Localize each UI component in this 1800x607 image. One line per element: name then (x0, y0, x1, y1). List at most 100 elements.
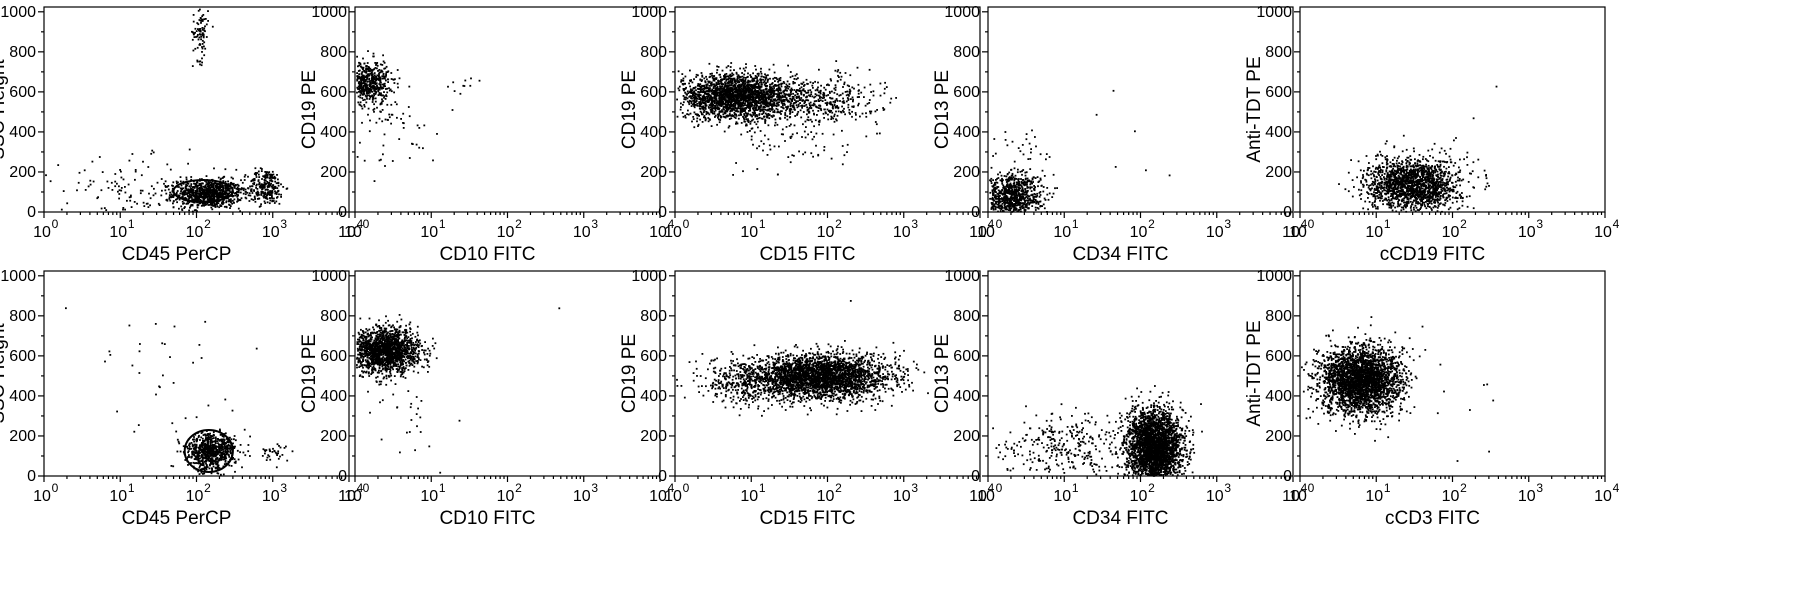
event-dot (384, 95, 386, 97)
event-dot (196, 36, 198, 38)
event-dot (787, 119, 789, 121)
event-dot (223, 176, 225, 178)
event-dot (726, 82, 728, 84)
event-dot (469, 85, 471, 87)
event-dot (173, 207, 175, 209)
event-dot (720, 101, 722, 103)
event-dot (268, 185, 270, 187)
event-dot (733, 69, 735, 71)
event-dot (454, 90, 456, 92)
event-dot (211, 186, 213, 188)
event-dot (835, 111, 837, 113)
event-dot (727, 103, 729, 105)
event-dot (779, 96, 781, 98)
event-dot (220, 189, 222, 191)
event-dot (734, 100, 736, 102)
event-dot (773, 64, 775, 66)
event-dot (119, 169, 121, 171)
event-dot (810, 131, 812, 133)
event-dot (120, 190, 122, 192)
event-dot (680, 106, 682, 108)
event-dot (842, 163, 844, 165)
event-dot (742, 76, 744, 78)
event-dot (774, 110, 776, 112)
event-dot (735, 162, 737, 164)
event-dot (197, 61, 199, 63)
event-dot (358, 76, 360, 78)
event-dot (386, 88, 388, 90)
event-dot (366, 77, 368, 79)
event-dot (760, 107, 762, 109)
event-dot (695, 86, 697, 88)
event-dot (786, 84, 788, 86)
event-dot (371, 86, 373, 88)
event-dot (785, 106, 787, 108)
event-dot (237, 198, 239, 200)
event-dot (781, 133, 783, 135)
event-dot (841, 112, 843, 114)
event-dot (737, 92, 739, 94)
event-dot (240, 199, 242, 201)
event-dot (364, 99, 366, 101)
event-dot (989, 192, 991, 194)
event-dot (803, 111, 805, 113)
event-dot (392, 160, 394, 162)
event-dot (811, 104, 813, 106)
event-dot (761, 82, 763, 84)
event-dot (772, 108, 774, 110)
event-dot (224, 206, 226, 208)
event-dot (740, 93, 742, 95)
event-dot (374, 74, 376, 76)
event-dot (818, 105, 820, 107)
event-dot (742, 98, 744, 100)
event-dot (698, 124, 700, 126)
event-dot (743, 68, 745, 70)
event-dot (769, 69, 771, 71)
event-dot (827, 94, 829, 96)
event-dot (773, 93, 775, 95)
event-dot (762, 79, 764, 81)
event-dot (261, 178, 263, 180)
event-dot (360, 101, 362, 103)
event-dot (238, 208, 240, 210)
event-dot (396, 103, 398, 105)
event-dot (733, 105, 735, 107)
event-dot (869, 84, 871, 86)
event-dot (742, 78, 744, 80)
event-dot (245, 191, 247, 193)
event-dot (767, 74, 769, 76)
event-dot (791, 105, 793, 107)
event-dot (196, 188, 198, 190)
event-dot (696, 100, 698, 102)
event-dot (836, 99, 838, 101)
event-dot (728, 97, 730, 99)
event-dot (792, 81, 794, 83)
event-dot (833, 115, 835, 117)
event-dot (705, 118, 707, 120)
cell-population-1 (989, 161, 1058, 213)
event-dot (258, 171, 260, 173)
event-dot (870, 91, 872, 93)
event-dot (697, 91, 699, 93)
event-dot (832, 108, 834, 110)
event-dot (790, 161, 792, 163)
event-dot (750, 85, 752, 87)
event-dot (773, 105, 775, 107)
event-dot (207, 184, 209, 186)
event-dot (705, 111, 707, 113)
event-dot (812, 110, 814, 112)
event-dot (763, 143, 765, 145)
event-dot (735, 92, 737, 94)
event-dot (757, 73, 759, 75)
event-dot (273, 186, 275, 188)
event-dot (816, 133, 818, 135)
event-dot (749, 74, 751, 76)
event-dot (733, 103, 735, 105)
event-dot (360, 94, 362, 96)
event-dot (809, 104, 811, 106)
event-dot (748, 99, 750, 101)
event-dot (709, 63, 711, 65)
event-dot (201, 46, 203, 48)
event-dot (875, 121, 877, 123)
event-dot (188, 210, 190, 212)
